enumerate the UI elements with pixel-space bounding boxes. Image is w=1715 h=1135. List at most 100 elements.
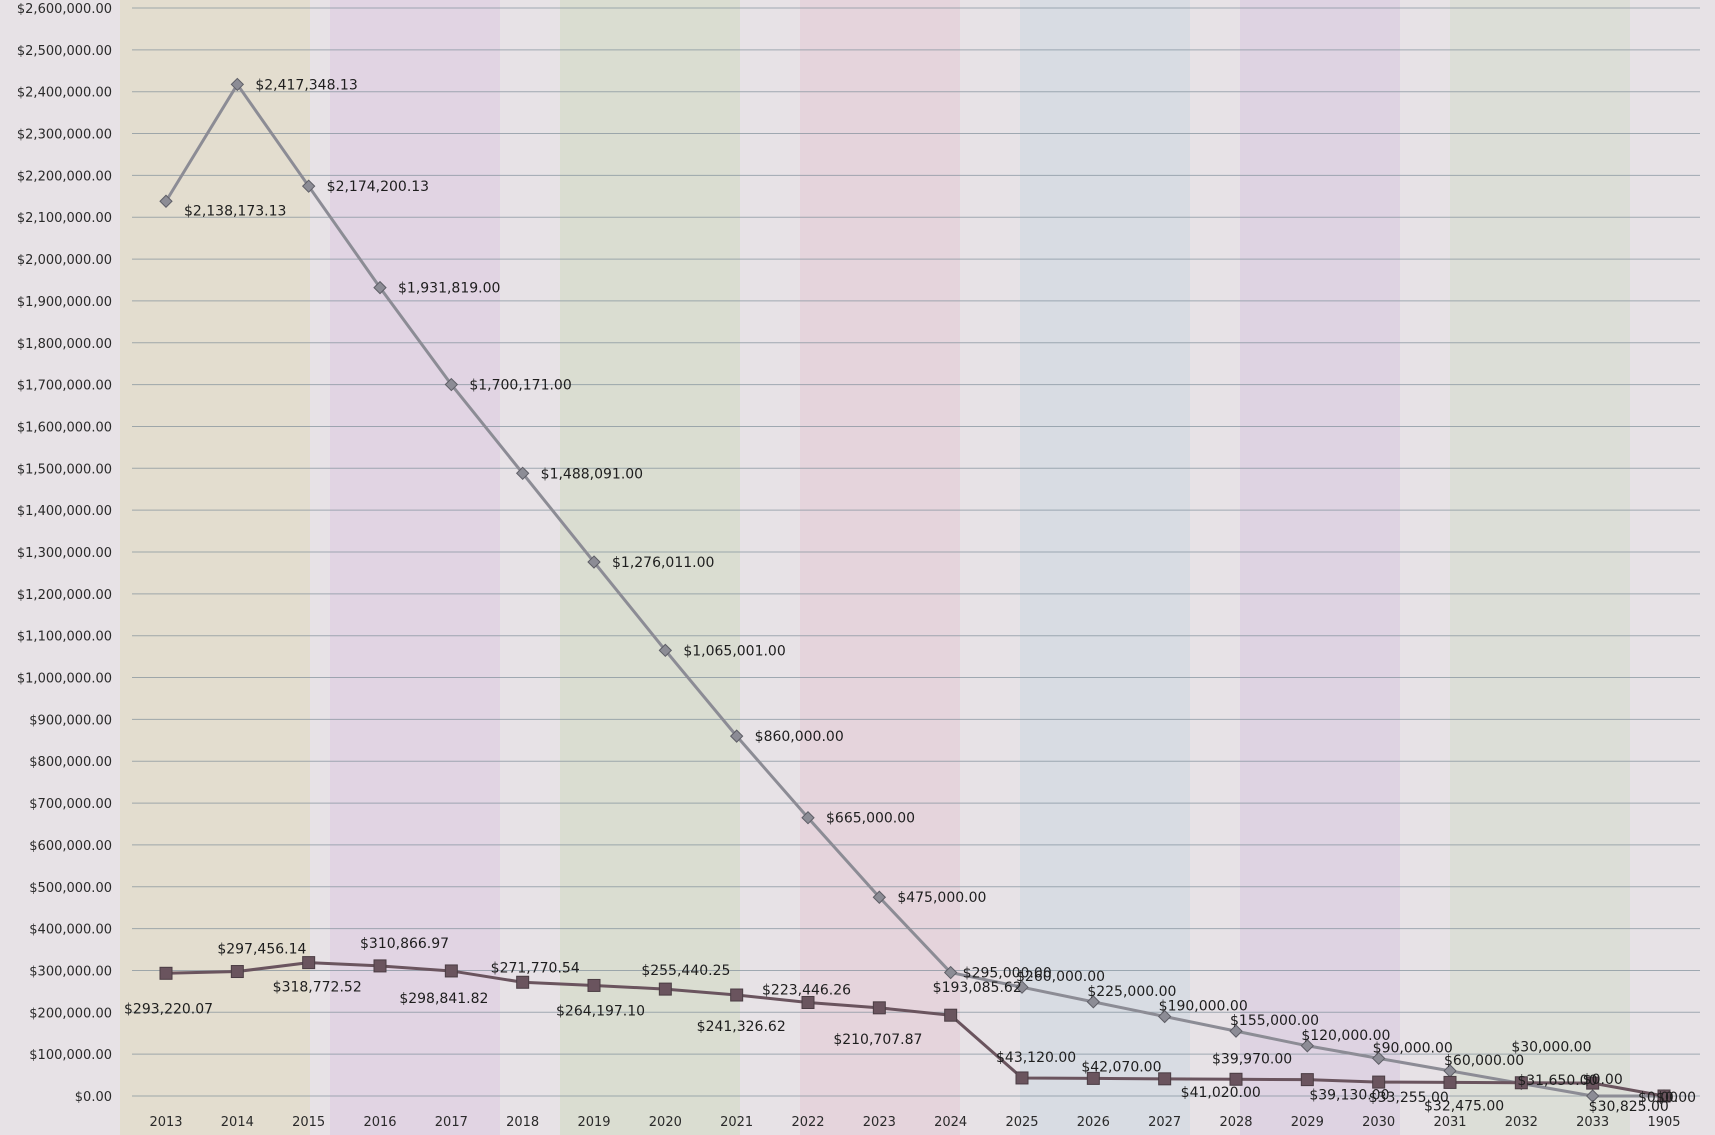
y-tick-label: $1,600,000.00 <box>17 420 112 435</box>
series-line <box>166 963 1664 1096</box>
data-label: $2,417,348.13 <box>255 77 357 93</box>
data-label: $223,446.26 <box>762 982 851 998</box>
square-marker <box>445 965 457 977</box>
data-label: $42,070.00 <box>1081 1059 1161 1075</box>
y-tick-label: $1,500,000.00 <box>17 462 112 477</box>
data-label: $264,197.10 <box>556 1003 645 1019</box>
square-marker <box>731 989 743 1001</box>
x-tick-label: 2019 <box>577 1115 610 1130</box>
y-tick-label: $1,200,000.00 <box>17 588 112 603</box>
square-marker <box>1373 1076 1385 1088</box>
data-label: $1,488,091.00 <box>541 466 643 482</box>
square-marker <box>588 979 600 991</box>
data-label: $255,440.25 <box>641 963 730 979</box>
y-tick-label: $600,000.00 <box>29 839 112 854</box>
x-tick-label: 2016 <box>363 1115 396 1130</box>
square-marker <box>374 960 386 972</box>
square-marker <box>1230 1073 1242 1085</box>
square-marker <box>517 976 529 988</box>
square-marker <box>1301 1074 1313 1086</box>
y-tick-label: $700,000.00 <box>29 797 112 812</box>
data-label: $31,650.00 <box>1517 1073 1597 1089</box>
y-tick-label: $400,000.00 <box>29 923 112 938</box>
square-marker <box>1016 1072 1028 1084</box>
x-tick-label: 2028 <box>1219 1115 1252 1130</box>
x-tick-label: 2031 <box>1433 1115 1466 1130</box>
y-tick-label: $300,000.00 <box>29 964 112 979</box>
data-label: $2,174,200.13 <box>327 179 429 195</box>
square-marker <box>873 1002 885 1014</box>
data-label: $310,866.97 <box>360 936 449 952</box>
square-marker <box>659 983 671 995</box>
x-tick-label: 2020 <box>649 1115 682 1130</box>
y-tick-label: $2,500,000.00 <box>17 44 112 59</box>
x-tick-label: 2014 <box>221 1115 254 1130</box>
x-tick-label: 2024 <box>934 1115 967 1130</box>
x-tick-label: 2025 <box>1005 1115 1038 1130</box>
data-label: $260,000.00 <box>1016 969 1105 985</box>
data-label: $2,138,173.13 <box>184 203 286 219</box>
data-label: $271,770.54 <box>491 960 580 976</box>
data-label: $90,000.00 <box>1373 1040 1453 1056</box>
y-tick-label: $1,400,000.00 <box>17 504 112 519</box>
data-label: $32,475.00 <box>1424 1098 1504 1114</box>
data-label: $1,065,001.00 <box>683 643 785 659</box>
y-tick-label: $500,000.00 <box>29 881 112 896</box>
y-tick-label: $2,200,000.00 <box>17 169 112 184</box>
data-label: $190,000.00 <box>1159 998 1248 1014</box>
y-tick-label: $1,800,000.00 <box>17 337 112 352</box>
data-label: $1,931,819.00 <box>398 281 500 297</box>
data-label: $155,000.00 <box>1230 1013 1319 1029</box>
data-label: $39,970.00 <box>1212 1051 1292 1067</box>
y-tick-label: $1,900,000.00 <box>17 295 112 310</box>
data-label: $293,220.07 <box>124 1001 213 1017</box>
y-tick-label: $1,700,000.00 <box>17 379 112 394</box>
data-label: $43,120.00 <box>996 1050 1076 1066</box>
y-tick-label: $2,400,000.00 <box>17 86 112 101</box>
data-label: $225,000.00 <box>1087 984 1176 1000</box>
y-tick-label: $900,000.00 <box>29 713 112 728</box>
data-label: $1,276,011.00 <box>612 555 714 571</box>
x-tick-label: 1905 <box>1647 1115 1680 1130</box>
x-tick-label: 2017 <box>435 1115 468 1130</box>
data-label: $665,000.00 <box>826 811 915 827</box>
data-label: $318,772.52 <box>273 980 362 996</box>
x-tick-label: 2013 <box>149 1115 182 1130</box>
square-marker <box>160 967 172 979</box>
data-label: $860,000.00 <box>755 729 844 745</box>
y-axis: $0.00$100,000.00$200,000.00$300,000.00$4… <box>17 2 112 1105</box>
gridlines <box>132 8 1700 1096</box>
y-tick-label: $200,000.00 <box>29 1006 112 1021</box>
y-tick-label: $2,300,000.00 <box>17 128 112 143</box>
y-tick-label: $2,100,000.00 <box>17 211 112 226</box>
data-label: $241,326.62 <box>697 1019 786 1035</box>
square-marker <box>303 957 315 969</box>
data-label: $298,841.82 <box>399 991 488 1007</box>
x-tick-label: 2021 <box>720 1115 753 1130</box>
data-label-layer: $2,138,173.13 $2,417,348.13 $2,174,200.13 $… <box>124 77 1696 1115</box>
x-tick-label: 2027 <box>1148 1115 1181 1130</box>
x-tick-label: 2023 <box>863 1115 896 1130</box>
x-tick-label: 2018 <box>506 1115 539 1130</box>
x-tick-label: 2032 <box>1505 1115 1538 1130</box>
data-label: $0.00 <box>1638 1090 1678 1106</box>
data-label: $210,707.87 <box>833 1032 922 1048</box>
x-tick-label: 2033 <box>1576 1115 1609 1130</box>
data-label: $41,020.00 <box>1181 1085 1261 1101</box>
y-tick-label: $1,300,000.00 <box>17 546 112 561</box>
x-axis: 2013 2014 2015 2016 2017 2018 2019 2020 2021 2022… <box>149 1115 1680 1130</box>
y-tick-label: $2,600,000.00 <box>17 2 112 17</box>
data-label: $1,700,171.00 <box>469 378 571 394</box>
x-tick-label: 2030 <box>1362 1115 1395 1130</box>
data-label: $475,000.00 <box>897 890 986 906</box>
x-tick-label: 2015 <box>292 1115 325 1130</box>
data-label: $193,085.62 <box>933 980 1022 996</box>
y-tick-label: $0.00 <box>75 1090 112 1105</box>
square-marker <box>945 1009 957 1021</box>
y-tick-label: $800,000.00 <box>29 755 112 770</box>
x-tick-label: 2022 <box>791 1115 824 1130</box>
y-tick-label: $1,000,000.00 <box>17 672 112 687</box>
y-tick-label: $1,100,000.00 <box>17 630 112 645</box>
data-label: $30,000.00 <box>1511 1039 1591 1055</box>
